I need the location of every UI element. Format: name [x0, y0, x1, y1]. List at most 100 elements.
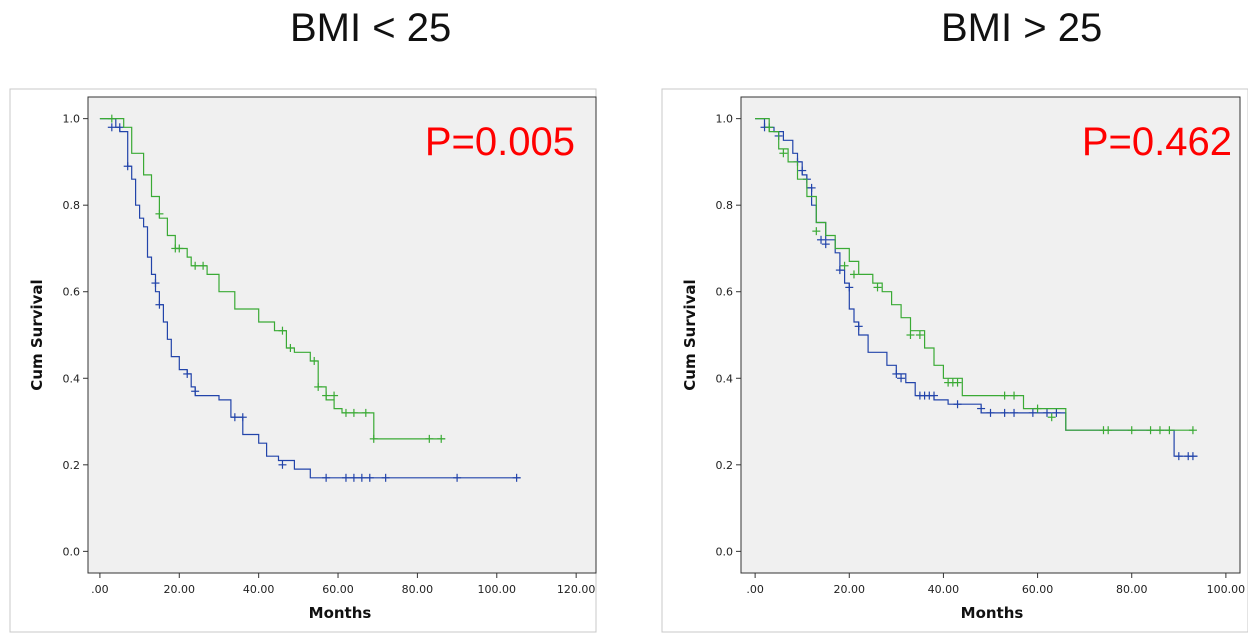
censor-mark: [151, 279, 160, 288]
x-tick-label: 60.00: [322, 583, 354, 596]
censor-mark: [1104, 426, 1113, 435]
chart-title-bmi-over-25: BMI > 25: [941, 6, 1103, 50]
chart-panel-0: 0.0 0.2 0.4 0.6 0.8 1.0 .00 20.00 40.00 60.00 80.0…: [9, 88, 597, 633]
y-tick-label: 0.8: [63, 199, 81, 212]
p-value-annotation: P=0.005: [425, 120, 575, 164]
x-tick-label: 60.00: [1022, 583, 1054, 596]
y-tick-label: 0.6: [63, 286, 81, 299]
y-tick-label: 1.0: [716, 113, 734, 126]
censor-mark: [107, 114, 116, 123]
censor-mark: [1052, 408, 1061, 417]
x-tick-label: .00: [746, 583, 764, 596]
censor-mark: [1188, 452, 1197, 461]
censor-mark: [191, 261, 200, 270]
censor-mark: [798, 166, 807, 175]
y-tick-label: 0.2: [716, 459, 734, 472]
censor-mark: [512, 473, 521, 482]
censor-mark: [779, 149, 788, 158]
censor-mark: [1155, 426, 1164, 435]
y-axis-label: Cum Survival: [28, 279, 46, 390]
x-tick-label: 20.00: [164, 583, 196, 596]
censor-mark: [906, 331, 915, 339]
censor-mark: [230, 413, 239, 422]
censor-mark: [341, 408, 350, 417]
censor-mark: [341, 473, 350, 482]
censor-mark: [1042, 408, 1051, 417]
censor-mark: [155, 300, 164, 309]
censor-mark: [807, 183, 816, 192]
x-tick-label: 80.00: [402, 583, 434, 596]
x-axis-label: Months: [961, 604, 1024, 622]
censor-mark: [1127, 426, 1136, 435]
censor-mark: [765, 123, 774, 132]
censor-mark: [107, 123, 116, 132]
censor-mark: [357, 473, 366, 482]
x-tick-label: 120.00: [557, 583, 596, 596]
x-tick-label: 20.00: [834, 583, 866, 596]
x-tick-label: .00: [91, 583, 109, 596]
survival-curve-series-0: [99, 118, 521, 479]
censor-mark: [1188, 426, 1197, 435]
censor-mark: [1010, 391, 1019, 400]
censor-mark: [365, 473, 374, 482]
censor-mark: [849, 270, 858, 279]
censor-mark: [314, 382, 323, 391]
censor-mark: [453, 473, 462, 482]
censor-mark: [1047, 413, 1056, 422]
censor-mark: [278, 460, 287, 469]
y-tick-label: 0.6: [716, 286, 734, 299]
censor-mark: [349, 473, 358, 482]
censor-mark: [953, 400, 962, 409]
censor-mark: [369, 434, 378, 443]
censor-mark: [1174, 452, 1183, 461]
censor-mark: [199, 261, 208, 270]
survival-curve-series-0: [755, 118, 1198, 457]
censor-mark: [286, 343, 295, 352]
censor-mark: [1010, 408, 1019, 417]
chart-panel-1: 0.0 0.2 0.4 0.6 0.8 1.0 .00 20.00 40.00 60.00 80.0…: [661, 88, 1248, 633]
censor-mark: [977, 404, 986, 413]
x-tick-label: 40.00: [243, 583, 275, 596]
x-tick-label: 100.00: [478, 583, 517, 596]
censor-mark: [930, 391, 939, 400]
x-tick-label: 80.00: [1116, 583, 1148, 596]
censor-mark: [915, 331, 924, 339]
survival-curve-series-1: [99, 118, 446, 440]
censor-mark: [1000, 408, 1009, 417]
censor-mark: [425, 434, 434, 443]
censor-mark: [1000, 391, 1009, 400]
censor-mark: [322, 473, 331, 482]
censor-mark: [361, 408, 370, 417]
p-value-annotation: P=0.462: [1082, 120, 1232, 164]
censor-mark: [123, 162, 132, 171]
censor-mark: [238, 413, 247, 422]
censor-mark: [845, 283, 854, 292]
censor-mark: [1028, 408, 1037, 417]
censor-mark: [817, 235, 826, 244]
y-tick-label: 0.0: [716, 545, 734, 558]
censor-mark: [1165, 426, 1174, 435]
y-tick-label: 0.0: [63, 545, 81, 558]
censor-mark: [854, 322, 863, 331]
censor-mark: [986, 408, 995, 417]
censor-mark: [278, 326, 287, 335]
plot-area: [740, 96, 1241, 574]
chart-title-bmi-under-25: BMI < 25: [290, 6, 452, 50]
censor-mark: [115, 123, 124, 132]
y-tick-label: 0.4: [716, 372, 734, 385]
censor-mark: [953, 378, 962, 387]
censor-mark: [310, 356, 319, 365]
censor-mark: [183, 369, 192, 378]
x-axis-label: Months: [309, 604, 372, 622]
censor-mark: [1033, 404, 1042, 413]
y-tick-label: 0.4: [63, 372, 81, 385]
censor-mark: [349, 408, 358, 417]
censor-mark: [437, 434, 446, 443]
y-tick-label: 1.0: [63, 113, 81, 126]
censor-mark: [835, 266, 844, 275]
censor-mark: [873, 283, 882, 292]
censor-mark: [322, 391, 331, 400]
censor-mark: [1146, 426, 1155, 435]
censor-mark: [892, 369, 901, 378]
